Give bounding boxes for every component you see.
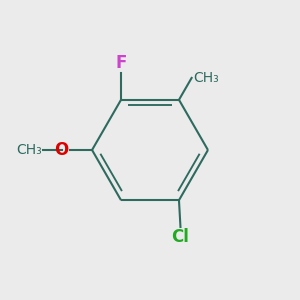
Text: CH₃: CH₃: [193, 71, 219, 85]
Text: O: O: [54, 141, 68, 159]
Text: Cl: Cl: [172, 228, 189, 246]
Text: CH₃: CH₃: [16, 143, 42, 157]
Text: F: F: [115, 54, 127, 72]
